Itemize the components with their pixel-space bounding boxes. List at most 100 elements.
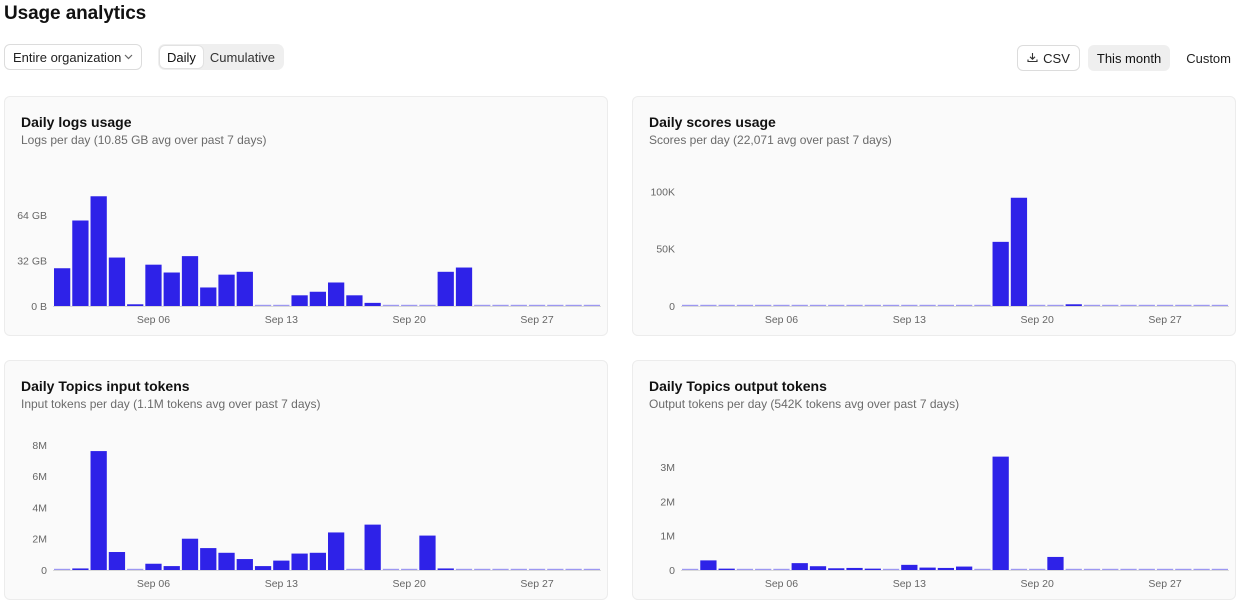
bar-sep-26[interactable] <box>510 568 527 570</box>
bar-sep-13[interactable] <box>901 304 918 306</box>
bar-sep-24[interactable] <box>1102 304 1119 306</box>
view-toggle-daily[interactable]: Daily <box>160 46 203 68</box>
bar-sep-22[interactable] <box>1065 304 1082 306</box>
bar-sep-08[interactable] <box>181 256 199 307</box>
bar-sep-13[interactable] <box>901 564 918 570</box>
bar-sep-10[interactable] <box>218 552 235 570</box>
bar-sep-08[interactable] <box>809 566 827 570</box>
bar-sep-12[interactable] <box>254 304 272 306</box>
bar-sep-04[interactable] <box>736 568 754 570</box>
bar-sep-29[interactable] <box>1193 304 1210 306</box>
bar-sep-23[interactable] <box>1083 568 1101 570</box>
bar-sep-08[interactable] <box>809 304 827 306</box>
bar-sep-27[interactable] <box>1156 568 1174 570</box>
bar-sep-13[interactable] <box>273 560 290 570</box>
bar-sep-07[interactable] <box>163 272 180 306</box>
bar-sep-12[interactable] <box>254 566 272 570</box>
bar-sep-16[interactable] <box>328 282 345 306</box>
bar-sep-24[interactable] <box>1102 568 1119 570</box>
bar-sep-25[interactable] <box>492 568 509 570</box>
bar-sep-30[interactable] <box>583 304 600 306</box>
bar-sep-09[interactable] <box>200 548 217 570</box>
bar-sep-21[interactable] <box>1047 556 1064 570</box>
view-toggle-cumulative[interactable]: Cumulative <box>209 49 275 65</box>
bar-sep-20[interactable] <box>401 304 418 306</box>
bar-sep-15[interactable] <box>937 304 954 306</box>
bar-sep-17[interactable] <box>974 304 991 306</box>
bar-sep-15[interactable] <box>937 567 954 570</box>
bar-sep-20[interactable] <box>1029 304 1046 306</box>
bar-sep-28[interactable] <box>547 304 564 306</box>
bar-sep-27[interactable] <box>528 568 546 570</box>
bar-sep-11[interactable] <box>236 559 253 570</box>
csv-download-button[interactable]: CSV <box>1017 45 1080 71</box>
bar-sep-22[interactable] <box>1065 568 1082 570</box>
bar-sep-25[interactable] <box>1120 568 1137 570</box>
bar-sep-04[interactable] <box>736 304 754 306</box>
bar-sep-14[interactable] <box>919 567 936 570</box>
bar-sep-14[interactable] <box>291 295 308 306</box>
bar-sep-27[interactable] <box>1156 304 1174 306</box>
bar-sep-22[interactable] <box>437 271 454 306</box>
bar-sep-24[interactable] <box>474 568 491 570</box>
bar-sep-17[interactable] <box>346 568 363 570</box>
bar-sep-19[interactable] <box>1010 197 1028 306</box>
bar-sep-03[interactable] <box>718 304 735 306</box>
bar-sep-01[interactable] <box>682 568 699 570</box>
bar-sep-06[interactable] <box>145 563 162 570</box>
bar-sep-23[interactable] <box>455 568 473 570</box>
bar-sep-05[interactable] <box>127 304 144 306</box>
bar-sep-02[interactable] <box>700 304 717 306</box>
bar-sep-07[interactable] <box>791 304 808 306</box>
bar-sep-26[interactable] <box>1138 568 1155 570</box>
bar-sep-26[interactable] <box>510 304 527 306</box>
bar-sep-19[interactable] <box>1010 568 1028 570</box>
bar-sep-06[interactable] <box>773 304 790 306</box>
bar-sep-06[interactable] <box>773 568 790 570</box>
bar-sep-12[interactable] <box>882 304 900 306</box>
bar-sep-04[interactable] <box>108 552 126 570</box>
bar-sep-26[interactable] <box>1138 304 1155 306</box>
bar-sep-16[interactable] <box>956 304 973 306</box>
bar-sep-21[interactable] <box>419 535 436 570</box>
bar-sep-20[interactable] <box>401 568 418 570</box>
scope-select[interactable]: Entire organization <box>4 44 142 70</box>
bar-sep-13[interactable] <box>273 304 290 306</box>
range-custom-button[interactable]: Custom <box>1186 50 1231 66</box>
bar-sep-02[interactable] <box>700 560 717 570</box>
bar-sep-15[interactable] <box>309 291 326 306</box>
bar-sep-06[interactable] <box>145 264 162 306</box>
bar-sep-28[interactable] <box>547 568 564 570</box>
bar-sep-25[interactable] <box>1120 304 1137 306</box>
bar-sep-09[interactable] <box>828 568 845 570</box>
bar-sep-11[interactable] <box>864 304 881 306</box>
bar-sep-12[interactable] <box>882 568 900 570</box>
bar-sep-30[interactable] <box>1211 568 1228 570</box>
bar-sep-07[interactable] <box>163 566 180 570</box>
bar-sep-22[interactable] <box>437 568 454 570</box>
bar-sep-24[interactable] <box>474 304 491 306</box>
bar-sep-05[interactable] <box>755 568 772 570</box>
bar-sep-03[interactable] <box>90 451 107 570</box>
bar-sep-10[interactable] <box>218 274 235 306</box>
bar-sep-14[interactable] <box>919 304 936 306</box>
bar-sep-23[interactable] <box>1083 304 1101 306</box>
bar-sep-01[interactable] <box>54 268 71 306</box>
bar-sep-10[interactable] <box>846 567 863 570</box>
bar-sep-05[interactable] <box>755 304 772 306</box>
bar-sep-17[interactable] <box>346 295 363 306</box>
bar-sep-19[interactable] <box>382 304 400 306</box>
bar-sep-29[interactable] <box>1193 568 1210 570</box>
bar-sep-29[interactable] <box>565 568 582 570</box>
bar-sep-09[interactable] <box>200 287 217 306</box>
bar-sep-30[interactable] <box>1211 304 1228 306</box>
bar-sep-01[interactable] <box>54 568 71 570</box>
bar-sep-03[interactable] <box>90 196 107 306</box>
bar-sep-03[interactable] <box>718 568 735 570</box>
bar-sep-21[interactable] <box>1047 304 1064 306</box>
bar-sep-29[interactable] <box>565 304 582 306</box>
bar-sep-04[interactable] <box>108 257 126 306</box>
bar-sep-02[interactable] <box>72 568 89 570</box>
bar-sep-05[interactable] <box>127 568 144 570</box>
bar-sep-19[interactable] <box>382 568 400 570</box>
